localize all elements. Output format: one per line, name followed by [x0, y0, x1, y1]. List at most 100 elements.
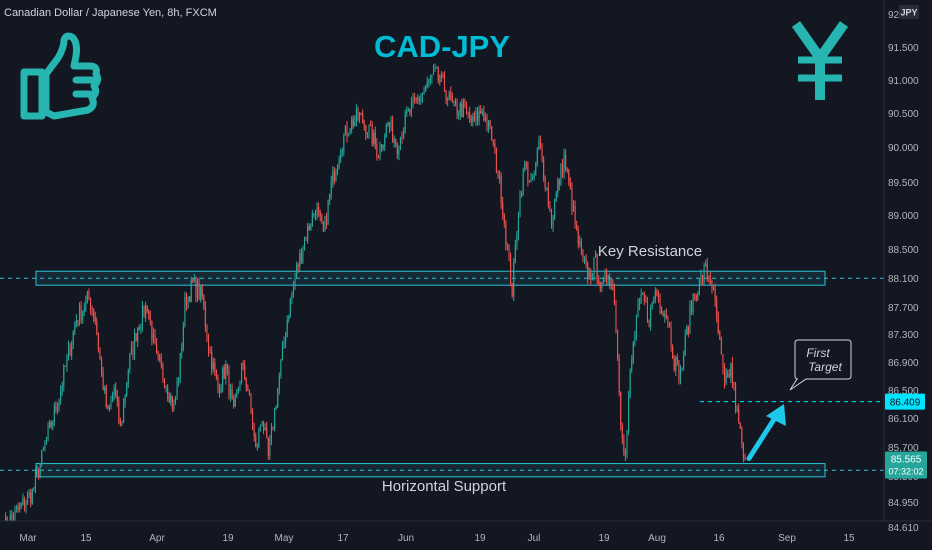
candle[interactable]	[3, 531, 4, 542]
candle[interactable]	[74, 321, 76, 336]
candle[interactable]	[370, 120, 372, 127]
candle[interactable]	[742, 442, 744, 463]
candle[interactable]	[82, 310, 84, 324]
candle[interactable]	[204, 300, 206, 333]
candle[interactable]	[434, 63, 436, 73]
candle[interactable]	[708, 275, 710, 283]
candle[interactable]	[52, 420, 54, 431]
candle[interactable]	[12, 512, 14, 521]
candle[interactable]	[698, 277, 700, 296]
candle[interactable]	[206, 324, 208, 342]
candle[interactable]	[286, 315, 288, 338]
candle[interactable]	[105, 384, 107, 409]
candle[interactable]	[102, 366, 104, 391]
candle[interactable]	[624, 448, 626, 461]
candle[interactable]	[181, 342, 183, 359]
candle[interactable]	[313, 213, 315, 219]
candle[interactable]	[244, 360, 246, 381]
candle[interactable]	[137, 327, 139, 347]
candle[interactable]	[303, 236, 306, 251]
candle[interactable]	[336, 164, 339, 176]
candle[interactable]	[307, 222, 309, 244]
candle[interactable]	[399, 136, 402, 151]
candle[interactable]	[492, 139, 494, 147]
candle[interactable]	[517, 211, 520, 241]
candle[interactable]	[634, 330, 636, 347]
candle[interactable]	[332, 166, 334, 188]
candle[interactable]	[308, 223, 310, 231]
candle[interactable]	[373, 129, 375, 147]
candle[interactable]	[431, 74, 433, 84]
candle[interactable]	[179, 352, 181, 384]
candle[interactable]	[269, 434, 271, 460]
candle[interactable]	[557, 177, 559, 198]
candle[interactable]	[432, 64, 435, 75]
candle[interactable]	[563, 148, 565, 180]
candle[interactable]	[377, 154, 379, 159]
candle[interactable]	[560, 163, 562, 186]
candle[interactable]	[462, 98, 464, 118]
candle[interactable]	[253, 422, 255, 442]
candle[interactable]	[689, 300, 691, 334]
candle[interactable]	[690, 299, 693, 316]
candle[interactable]	[134, 328, 136, 361]
candle[interactable]	[499, 170, 501, 184]
candle[interactable]	[640, 288, 642, 305]
candle[interactable]	[465, 101, 468, 115]
candle[interactable]	[388, 122, 390, 134]
candle[interactable]	[145, 301, 147, 322]
candle[interactable]	[447, 96, 449, 107]
candle[interactable]	[684, 329, 686, 357]
candle[interactable]	[374, 126, 376, 150]
candle[interactable]	[653, 296, 655, 304]
candle[interactable]	[266, 421, 268, 439]
candle[interactable]	[664, 309, 666, 323]
candle[interactable]	[195, 276, 197, 303]
candle[interactable]	[404, 109, 406, 134]
candle[interactable]	[329, 193, 331, 205]
candle[interactable]	[467, 111, 469, 119]
candle[interactable]	[36, 465, 38, 476]
candle[interactable]	[461, 99, 463, 118]
candle[interactable]	[319, 209, 321, 222]
candle[interactable]	[571, 182, 573, 215]
candle[interactable]	[274, 407, 276, 432]
candle[interactable]	[426, 76, 428, 89]
candle[interactable]	[89, 297, 92, 315]
candle[interactable]	[453, 100, 455, 107]
candle[interactable]	[30, 488, 32, 508]
candle[interactable]	[516, 230, 518, 251]
candle[interactable]	[366, 131, 368, 139]
candle[interactable]	[376, 138, 378, 161]
candle[interactable]	[226, 363, 228, 376]
candle[interactable]	[333, 166, 335, 185]
candle[interactable]	[217, 374, 219, 394]
candle[interactable]	[695, 293, 697, 303]
candle[interactable]	[93, 308, 95, 323]
candle[interactable]	[437, 66, 439, 84]
candle[interactable]	[547, 181, 549, 209]
candle[interactable]	[149, 310, 151, 326]
candle[interactable]	[259, 424, 261, 432]
candle[interactable]	[596, 253, 598, 284]
candle[interactable]	[58, 398, 60, 412]
candle[interactable]	[679, 364, 682, 385]
candle[interactable]	[75, 314, 77, 328]
candle[interactable]	[530, 172, 532, 183]
candle[interactable]	[256, 442, 258, 451]
candle[interactable]	[615, 299, 617, 334]
candle[interactable]	[678, 360, 680, 385]
candle[interactable]	[255, 432, 257, 448]
candle[interactable]	[456, 98, 458, 120]
candle[interactable]	[233, 394, 235, 409]
candle[interactable]	[712, 285, 715, 291]
candle[interactable]	[236, 388, 238, 399]
candle[interactable]	[442, 72, 444, 79]
candle[interactable]	[588, 267, 590, 280]
plot-area[interactable]	[0, 0, 884, 521]
candle[interactable]	[22, 493, 24, 506]
candle[interactable]	[719, 329, 721, 341]
candle[interactable]	[736, 405, 738, 413]
candle[interactable]	[242, 360, 244, 371]
candle[interactable]	[694, 293, 696, 301]
